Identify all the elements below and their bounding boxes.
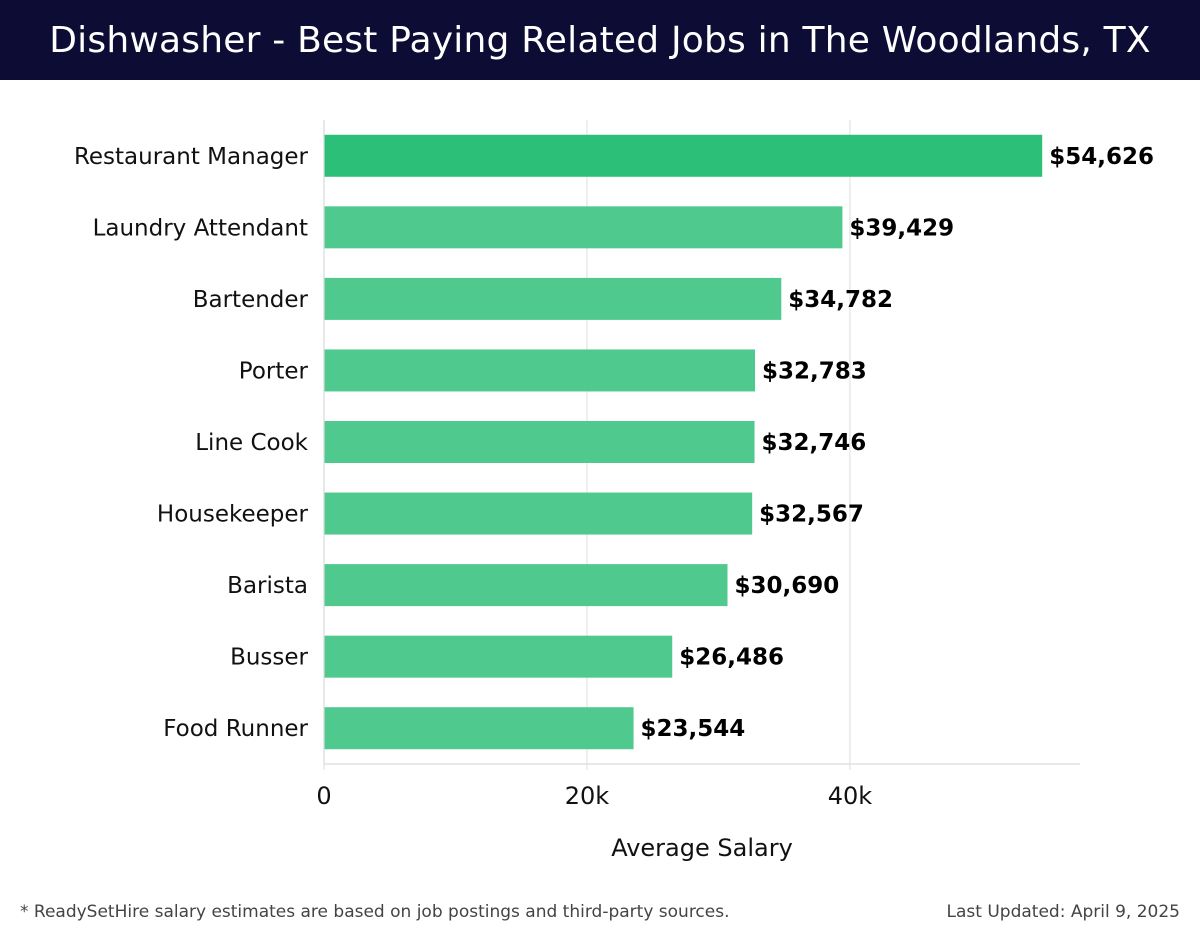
chart-title: Dishwasher - Best Paying Related Jobs in… [49, 19, 1151, 61]
category-label: Line Cook [195, 430, 308, 456]
value-label: $32,567 [759, 502, 864, 528]
bar [324, 134, 1043, 177]
value-label: $54,626 [1049, 144, 1154, 170]
category-label: Bartender [193, 287, 309, 313]
bar [324, 635, 673, 678]
value-label: $23,544 [641, 716, 746, 742]
x-axis-label: Average Salary [611, 834, 793, 862]
bar [324, 421, 755, 463]
bar [324, 277, 782, 320]
value-label: $34,782 [788, 287, 893, 313]
bar-chart: $54,626 $39,429 $34,782 $32,783 $32,746 $32,5… [74, 120, 1154, 862]
category-label: Busser [230, 645, 308, 671]
category-label: Food Runner [163, 716, 308, 742]
category-label: Restaurant Manager [74, 144, 309, 170]
value-label: $39,429 [849, 215, 954, 241]
value-label: $26,486 [679, 645, 784, 671]
bar [324, 206, 843, 249]
bar [324, 492, 753, 535]
bar [324, 564, 728, 607]
category-label: Barista [227, 573, 308, 599]
value-label: $32,746 [762, 430, 867, 456]
x-tick-label: 40k [828, 782, 873, 810]
category-label: Housekeeper [157, 502, 309, 528]
bars: $54,626 $39,429 $34,782 $32,783 $32,746 $32,5… [324, 134, 1154, 750]
bar [324, 349, 756, 392]
x-tick-label: 20k [565, 782, 610, 810]
category-label: Porter [239, 358, 309, 384]
value-label: $32,783 [762, 358, 867, 384]
last-updated: Last Updated: April 9, 2025 [946, 902, 1180, 922]
footnote: * ReadySetHire salary estimates are base… [20, 902, 730, 922]
x-tick-label: 0 [316, 782, 331, 810]
value-label: $30,690 [735, 573, 840, 599]
axes: 0 20k 40k Average Salary Restaurant Manager L… [74, 120, 1080, 862]
category-label: Laundry Attendant [93, 215, 308, 241]
title-bar: Dishwasher - Best Paying Related Jobs in… [0, 0, 1200, 80]
bar [324, 707, 634, 750]
